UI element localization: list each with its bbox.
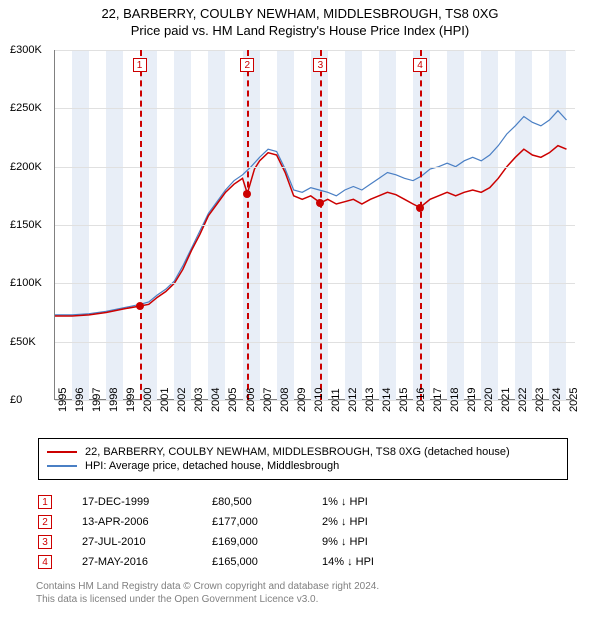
footer-line: This data is licensed under the Open Gov… xyxy=(36,593,379,606)
gridline xyxy=(55,167,575,168)
row-marker-box: 3 xyxy=(38,535,52,549)
transaction-dot xyxy=(243,190,251,198)
transaction-dot xyxy=(316,199,324,207)
row-price: £80,500 xyxy=(212,496,322,508)
legend-swatch xyxy=(47,451,77,453)
y-axis-label: £300K xyxy=(10,44,42,56)
transaction-dot xyxy=(416,204,424,212)
row-date: 13-APR-2006 xyxy=(82,516,212,528)
row-price: £177,000 xyxy=(212,516,322,528)
row-marker-box: 2 xyxy=(38,515,52,529)
title-block: 22, BARBERRY, COULBY NEWHAM, MIDDLESBROU… xyxy=(0,0,600,38)
row-pct: 14% ↓ HPI xyxy=(322,556,442,568)
transaction-vline xyxy=(140,50,142,400)
table-row: 4 27-MAY-2016£165,00014% ↓ HPI xyxy=(38,552,442,572)
transaction-vline xyxy=(247,50,249,400)
transaction-marker-box: 1 xyxy=(133,58,147,72)
row-pct: 2% ↓ HPI xyxy=(322,516,442,528)
row-price: £165,000 xyxy=(212,556,322,568)
legend-box: 22, BARBERRY, COULBY NEWHAM, MIDDLESBROU… xyxy=(38,438,568,480)
chart-area: 1 2 3 4 xyxy=(54,50,574,400)
table-row: 2 13-APR-2006£177,0002% ↓ HPI xyxy=(38,512,442,532)
gridline xyxy=(55,108,575,109)
transaction-dot xyxy=(136,302,144,310)
transaction-vline xyxy=(320,50,322,400)
row-date: 27-MAY-2016 xyxy=(82,556,212,568)
table-row: 3 27-JUL-2010£169,0009% ↓ HPI xyxy=(38,532,442,552)
transaction-marker-box: 3 xyxy=(313,58,327,72)
footer-text: Contains HM Land Registry data © Crown c… xyxy=(36,580,379,606)
transaction-vline xyxy=(420,50,422,400)
row-marker-box: 4 xyxy=(38,555,52,569)
chart-container: 22, BARBERRY, COULBY NEWHAM, MIDDLESBROU… xyxy=(0,0,600,620)
gridline xyxy=(55,342,575,343)
y-axis-label: £250K xyxy=(10,102,42,114)
row-pct: 1% ↓ HPI xyxy=(322,496,442,508)
transaction-marker-box: 2 xyxy=(240,58,254,72)
legend-label: HPI: Average price, detached house, Midd… xyxy=(85,460,339,472)
row-pct: 9% ↓ HPI xyxy=(322,536,442,548)
title-address: 22, BARBERRY, COULBY NEWHAM, MIDDLESBROU… xyxy=(0,6,600,21)
row-marker-box: 1 xyxy=(38,495,52,509)
y-axis-label: £0 xyxy=(10,394,22,406)
footer-line: Contains HM Land Registry data © Crown c… xyxy=(36,580,379,593)
row-price: £169,000 xyxy=(212,536,322,548)
gridline xyxy=(55,225,575,226)
legend-item: HPI: Average price, detached house, Midd… xyxy=(47,460,559,472)
y-axis-label: £100K xyxy=(10,277,42,289)
y-axis-label: £50K xyxy=(10,336,36,348)
legend-item: 22, BARBERRY, COULBY NEWHAM, MIDDLESBROU… xyxy=(47,446,559,458)
row-date: 27-JUL-2010 xyxy=(82,536,212,548)
y-axis-label: £200K xyxy=(10,161,42,173)
legend-label: 22, BARBERRY, COULBY NEWHAM, MIDDLESBROU… xyxy=(85,446,510,458)
transaction-marker-box: 4 xyxy=(413,58,427,72)
x-axis-label: 2025 xyxy=(568,388,600,412)
row-date: 17-DEC-1999 xyxy=(82,496,212,508)
transactions-table: 117-DEC-1999£80,5001% ↓ HPI213-APR-2006£… xyxy=(38,492,442,572)
y-axis-label: £150K xyxy=(10,219,42,231)
table-row: 1 17-DEC-1999£80,5001% ↓ HPI xyxy=(38,492,442,512)
series-line xyxy=(55,146,566,316)
plot-region: 1 2 3 4 xyxy=(54,50,574,400)
gridline xyxy=(55,50,575,51)
legend-swatch xyxy=(47,465,77,467)
title-subtitle: Price paid vs. HM Land Registry's House … xyxy=(0,23,600,38)
gridline xyxy=(55,283,575,284)
